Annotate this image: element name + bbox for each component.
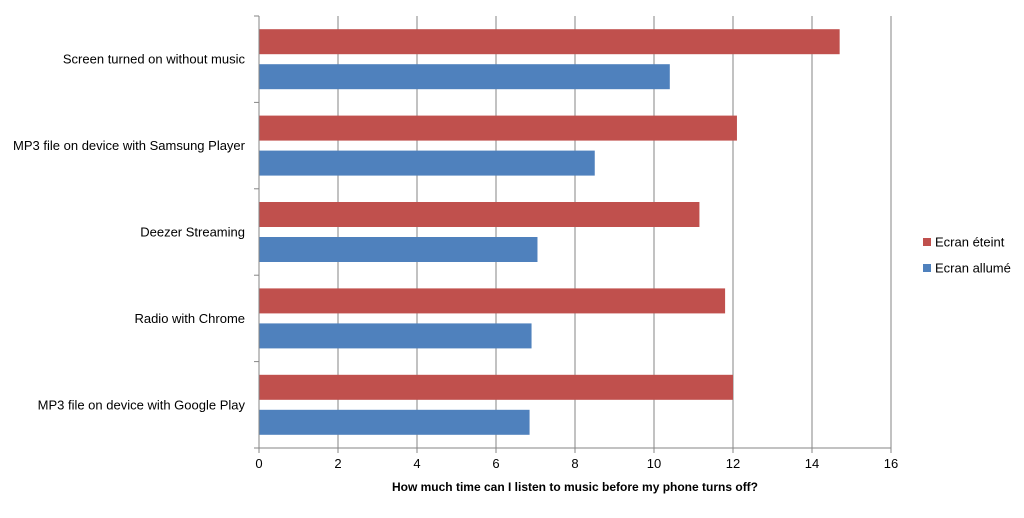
x-tick-label: 4: [413, 456, 420, 471]
x-axis-title: How much time can I listen to music befo…: [392, 480, 758, 494]
bar: [259, 115, 737, 141]
legend: Ecran éteint Ecran allumé: [923, 235, 1011, 276]
bar: [259, 323, 532, 349]
x-tick-label: 0: [255, 456, 262, 471]
x-tick-label: 16: [884, 456, 898, 471]
bars: [259, 29, 840, 435]
bar: [259, 29, 840, 55]
x-tick-label: 10: [647, 456, 661, 471]
bar: [259, 288, 726, 314]
bar: [259, 64, 670, 90]
x-tick-label: 8: [571, 456, 578, 471]
bar: [259, 409, 530, 435]
x-tick-label: 2: [334, 456, 341, 471]
legend-swatch: [923, 238, 931, 246]
category-label: MP3 file on device with Google Play: [38, 397, 246, 412]
category-label: Radio with Chrome: [134, 311, 245, 326]
legend-swatch: [923, 264, 931, 272]
category-label: Deezer Streaming: [140, 225, 245, 240]
x-tick-label: 6: [492, 456, 499, 471]
bar: [259, 237, 538, 262]
category-label: Screen turned on without music: [63, 52, 246, 67]
bar: [259, 202, 700, 227]
legend-label: Ecran éteint: [935, 235, 1005, 250]
x-tick-label: 14: [805, 456, 819, 471]
axes: [254, 15, 892, 453]
category-label: MP3 file on device with Samsung Player: [13, 138, 246, 153]
legend-label: Ecran allumé: [935, 261, 1011, 276]
x-tick-label: 12: [726, 456, 740, 471]
bar: [259, 374, 733, 400]
labels: 0 2 4 6 8 10 12 14 16 Screen turned on without mu…: [13, 52, 898, 471]
bar: [259, 150, 595, 176]
